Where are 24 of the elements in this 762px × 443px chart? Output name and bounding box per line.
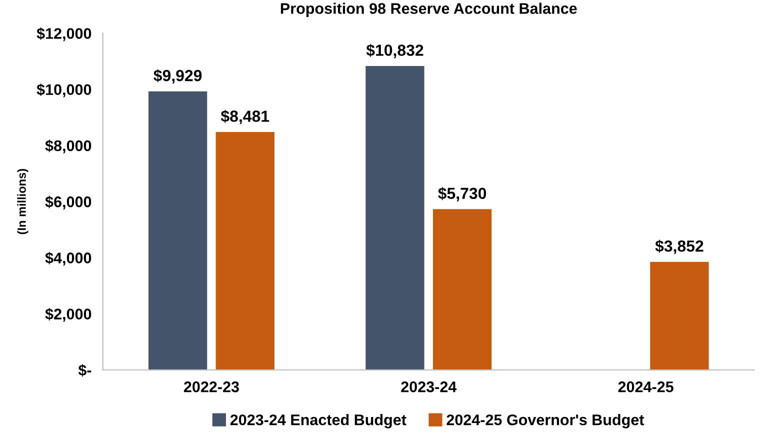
x-tick-label: 2022-23: [184, 381, 239, 392]
y-tick-label: $4,000: [45, 252, 92, 266]
y-tick-label: $6,000: [45, 196, 92, 210]
chart-title: Proposition 98 Reserve Account Balance: [280, 2, 577, 17]
data-label: $10,832: [366, 44, 424, 58]
data-label: $5,730: [438, 187, 486, 202]
y-tick-label: $-: [78, 364, 92, 377]
bar: [432, 209, 492, 370]
bar: [148, 91, 208, 370]
legend-label: 2024-25 Governor's Budget: [446, 414, 644, 428]
legend-label: 2023-24 Enacted Budget: [230, 414, 406, 428]
bar: [650, 262, 709, 370]
y-tick-label: $12,000: [36, 27, 92, 42]
y-tick-label: $10,000: [36, 84, 92, 98]
bar: [216, 132, 274, 370]
data-label: $8,481: [220, 110, 270, 124]
bar: [366, 66, 424, 370]
data-label: $9,929: [154, 69, 202, 84]
y-tick-label: $2,000: [45, 308, 92, 322]
data-label: $3,852: [655, 240, 704, 254]
x-tick-label: 2023-24: [401, 381, 457, 392]
x-tick-label: 2024-25: [618, 381, 674, 392]
y-axis-title: (In millions): [17, 169, 28, 234]
y-tick-label: $8,000: [45, 140, 92, 154]
